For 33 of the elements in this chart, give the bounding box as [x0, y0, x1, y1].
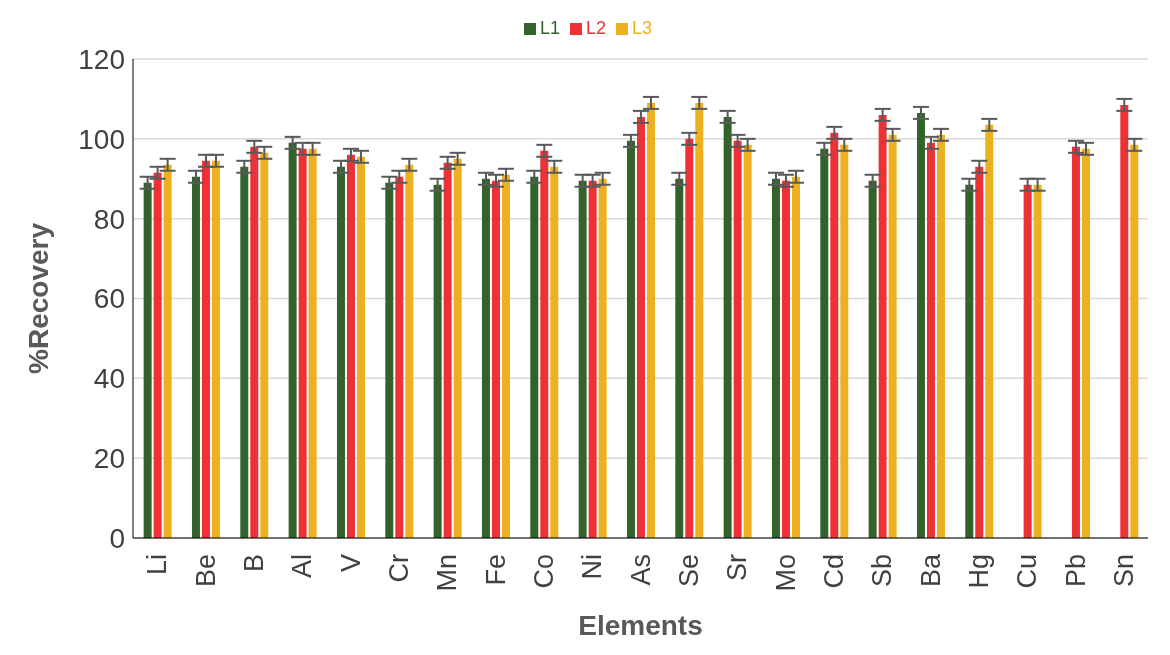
x-tick-label: Se	[673, 554, 704, 588]
x-tick-label: Sb	[867, 554, 898, 588]
x-tick-label: Pb	[1060, 554, 1091, 588]
x-tick-label: Cr	[383, 554, 414, 583]
x-tick-label: Li	[142, 554, 173, 576]
y-axis-title: %Recovery	[22, 222, 54, 374]
x-tick-label: Sn	[1108, 554, 1139, 588]
y-tick-label: 80	[93, 203, 125, 235]
y-tick-label: 40	[93, 363, 125, 395]
y-tick-label: 100	[78, 123, 125, 155]
x-tick-label: Cu	[1012, 554, 1043, 589]
x-tick-label: Al	[287, 554, 318, 579]
x-tick-label: Sr	[722, 553, 753, 581]
x-tick-label: Ni	[577, 554, 608, 580]
x-tick-label: B	[238, 554, 269, 573]
x-tick-label: Ba	[915, 553, 946, 588]
x-tick-label: V	[335, 554, 366, 573]
x-tick-label: Cd	[818, 554, 849, 589]
x-tick-label: Mn	[432, 554, 463, 592]
x-tick-label: As	[625, 554, 656, 586]
legend-label: L2	[585, 18, 607, 38]
x-tick-label: Co	[528, 554, 559, 589]
y-tick-label: 0	[109, 522, 125, 554]
x-axis-title: Elements	[578, 610, 703, 641]
y-tick-label: 20	[93, 443, 125, 475]
x-tick-label: Fe	[480, 554, 511, 586]
legend-label: L3	[632, 18, 653, 38]
x-tick-label: Hg	[963, 554, 994, 589]
x-tick-label: Mo	[770, 554, 801, 592]
x-tick-label: Be	[190, 554, 221, 588]
y-tick-label: 60	[93, 283, 125, 315]
legend-label: L1	[539, 18, 560, 38]
y-tick-label: 120	[78, 43, 125, 75]
